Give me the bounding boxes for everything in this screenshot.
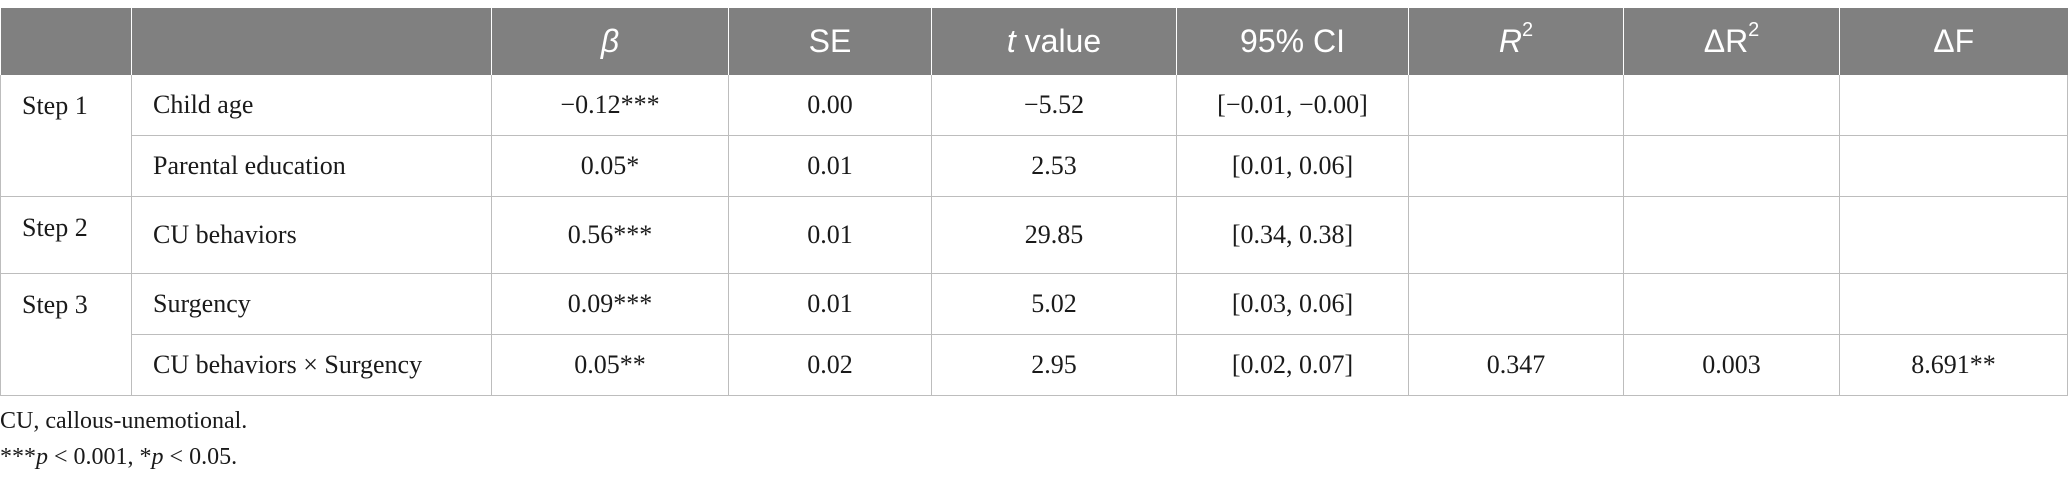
table-footnotes: CU, callous-unemotional. ***p < 0.001, *…: [0, 403, 247, 475]
table-row: CU behaviors × Surgency 0.05** 0.02 2.95…: [1, 334, 2068, 396]
step-label: Step 1: [0, 75, 132, 197]
header-step: [0, 8, 132, 75]
t-cell: 29.85: [931, 196, 1177, 274]
t-cell: 2.95: [931, 334, 1177, 396]
delta-r2-cell: [1623, 273, 1840, 335]
delta-r2-cell: [1623, 196, 1840, 274]
beta-cell: −0.12***: [491, 75, 729, 136]
table-row: Step 2 CU behaviors 0.56*** 0.01 29.85 […: [0, 196, 2068, 274]
header-r2: R2: [1408, 8, 1624, 75]
variable-cell: Parental education: [131, 135, 492, 197]
sig-p-1: p: [36, 444, 48, 470]
ci-cell: [0.01, 0.06]: [1176, 135, 1409, 197]
variable-cell: CU behaviors: [131, 196, 492, 274]
header-ci: 95% CI: [1176, 8, 1409, 75]
se-cell: 0.02: [728, 334, 932, 396]
header-delta-r2-base: ΔR: [1703, 23, 1749, 59]
r2-cell: [1408, 273, 1624, 335]
table-row: Parental education 0.05* 0.01 2.53 [0.01…: [1, 135, 2068, 197]
header-t-rest: value: [1015, 23, 1102, 59]
delta-r2-cell: [1623, 135, 1840, 197]
beta-cell: 0.56***: [491, 196, 729, 274]
header-t-letter: t: [1006, 23, 1016, 59]
table-row: Step 3 Surgency 0.09*** 0.01 5.02 [0.03,…: [0, 273, 2068, 396]
t-cell: 5.02: [931, 273, 1177, 335]
header-delta-r2: ΔR2: [1623, 8, 1840, 75]
r2-cell: [1408, 135, 1624, 197]
delta-r2-cell: 0.003: [1623, 334, 1840, 396]
t-cell: −5.52: [931, 75, 1177, 136]
variable-cell: Child age: [131, 75, 492, 136]
sig-value-1: < 0.001, *: [48, 444, 152, 470]
delta-f-cell: [1839, 135, 2068, 197]
regression-table-container: β SE t value 95% CI R2 ΔR2 ΔF Step 1 Chi…: [0, 8, 2068, 396]
table-row: Step 1 Child age −0.12*** 0.00 −5.52 [−0…: [0, 75, 2068, 197]
delta-f-cell: 8.691**: [1839, 334, 2068, 396]
r2-cell: [1408, 75, 1624, 136]
significance-note: ***p < 0.001, *p < 0.05.: [0, 439, 247, 475]
table-header: β SE t value 95% CI R2 ΔR2 ΔF: [0, 8, 2068, 75]
delta-r2-cell: [1623, 75, 1840, 136]
delta-f-cell: [1839, 75, 2068, 136]
ci-cell: [0.34, 0.38]: [1176, 196, 1409, 274]
variable-cell: Surgency: [131, 273, 492, 335]
ci-cell: [0.03, 0.06]: [1176, 273, 1409, 335]
header-beta-label: β: [600, 23, 620, 59]
r2-cell: 0.347: [1408, 334, 1624, 396]
step-label: Step 3: [0, 273, 132, 396]
ci-cell: [−0.01, −0.00]: [1176, 75, 1409, 136]
se-cell: 0.00: [728, 75, 932, 136]
header-se: SE: [728, 8, 932, 75]
variable-cell: CU behaviors × Surgency: [131, 334, 492, 396]
sig-stars: ***: [0, 444, 36, 470]
sig-value-2: < 0.05.: [163, 444, 238, 470]
se-cell: 0.01: [728, 273, 932, 335]
sig-p-2: p: [151, 444, 164, 470]
se-cell: 0.01: [728, 196, 932, 274]
step-label: Step 2: [0, 196, 132, 274]
r2-cell: [1408, 196, 1624, 274]
header-delta-r2-sup: 2: [1748, 19, 1760, 42]
regression-table: β SE t value 95% CI R2 ΔR2 ΔF Step 1 Chi…: [0, 8, 2068, 396]
header-variable: [131, 8, 492, 75]
header-delta-f: ΔF: [1839, 8, 2068, 75]
ci-cell: [0.02, 0.07]: [1176, 334, 1409, 396]
delta-f-cell: [1839, 196, 2068, 274]
beta-cell: 0.05**: [491, 334, 729, 396]
header-row: β SE t value 95% CI R2 ΔR2 ΔF: [0, 8, 2068, 75]
t-cell: 2.53: [931, 135, 1177, 197]
header-t-value: t value: [931, 8, 1177, 75]
se-cell: 0.01: [728, 135, 932, 197]
beta-cell: 0.05*: [491, 135, 729, 197]
header-r2-sup: 2: [1521, 19, 1534, 42]
abbreviation-note: CU, callous-unemotional.: [0, 408, 248, 434]
table-body: Step 1 Child age −0.12*** 0.00 −5.52 [−0…: [0, 75, 2068, 396]
header-r2-base: R: [1498, 23, 1522, 59]
delta-f-cell: [1839, 273, 2068, 335]
header-beta: β: [491, 8, 729, 75]
beta-cell: 0.09***: [491, 273, 729, 335]
